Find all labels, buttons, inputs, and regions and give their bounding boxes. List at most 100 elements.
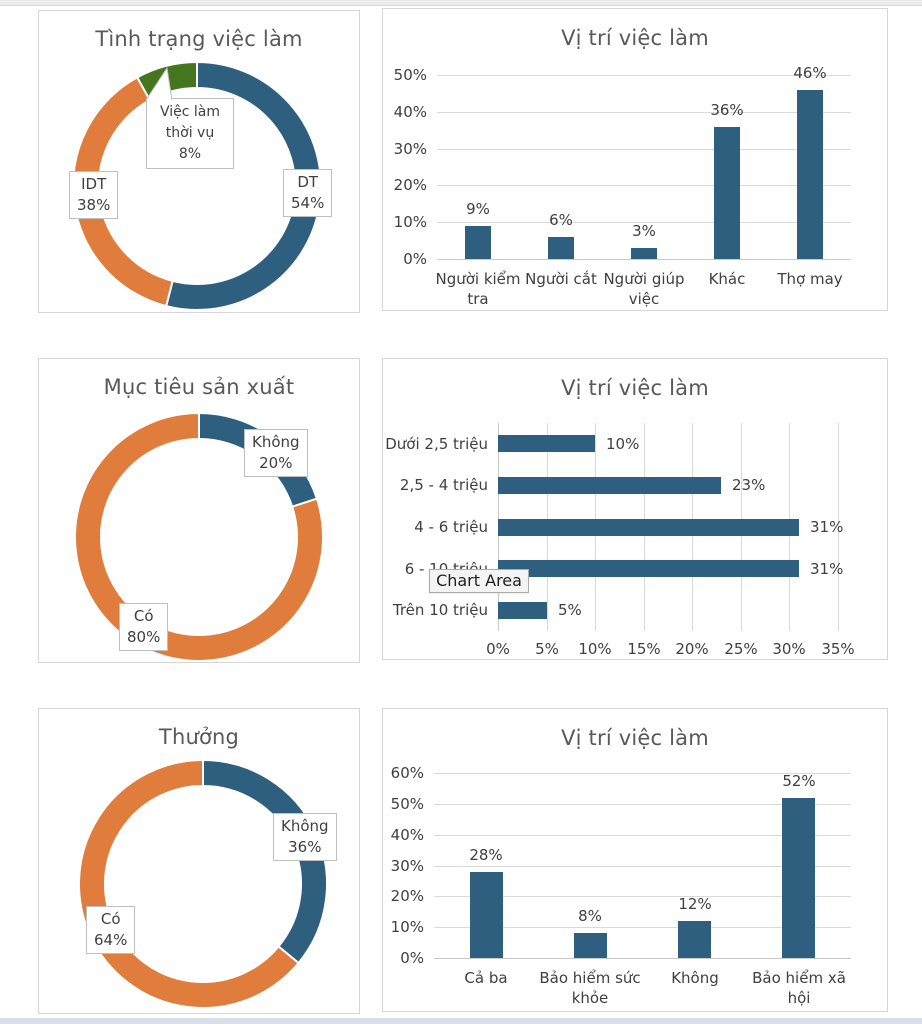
donut-chart-panel-employment-status[interactable]: Tình trạng việc làm Việc làm thời vụ 8% … (38, 10, 360, 313)
category-label: Bảo hiểm sức khỏe (539, 969, 641, 1007)
gridline (437, 222, 851, 223)
bar-2,5---4-triệu[interactable] (498, 477, 721, 494)
x-axis-tick-label: 0% (486, 640, 510, 658)
slice-label-line: 38% (77, 196, 111, 214)
page-bottom-strip (0, 1018, 922, 1024)
data-label: 31% (810, 560, 844, 578)
category-label: Người giúp việc (603, 270, 685, 308)
data-label: 31% (810, 518, 844, 536)
data-label: 28% (469, 846, 503, 864)
chart-title: Mục tiêu sản xuất (103, 375, 295, 399)
callout-line: 8% (178, 146, 202, 162)
y-axis-tick-label: 20% (393, 176, 427, 194)
slice-label-line: 54% (291, 194, 325, 212)
category-label: Khác (708, 270, 746, 288)
donut-chart-panel-production-target[interactable]: Mục tiêu sản xuất Không 20% Có 80% (38, 358, 360, 663)
slice-label-idt: IDT 38% (69, 171, 119, 219)
y-axis-tick-label: 50% (393, 66, 427, 84)
hbar-chart-panel-job-position-2[interactable]: Vị trí việc làm 0% 5% 10% 15% 20% 25% 30% 35% 10… (382, 358, 888, 660)
hbar-plot-area[interactable]: 0% 5% 10% 15% 20% 25% 30% 35% 10% Dưới 2,5 triệu 2… (383, 359, 887, 659)
bar-trên-10-triệu[interactable] (498, 602, 547, 619)
gridline (434, 866, 851, 867)
category-label: Người kiểm tra (435, 270, 521, 308)
bar-chart-panel-job-position-1[interactable]: Vị trí việc làm 0% 10% 20% 30% 40% 50% 9% Người… (382, 8, 888, 311)
data-label: 36% (710, 101, 744, 119)
donut-plot-area[interactable] (39, 359, 359, 662)
bar-dưới-2,5-triệu[interactable] (498, 435, 595, 452)
data-label: 6% (549, 211, 573, 229)
category-label: 4 - 6 triệu (414, 518, 488, 536)
data-label: 10% (606, 435, 640, 453)
x-axis-tick-label: 30% (772, 640, 806, 658)
data-label: 5% (558, 601, 582, 619)
bar-thợ-may[interactable] (797, 90, 823, 259)
callout-line: Việc làm (159, 104, 221, 120)
donut-slice-dt[interactable] (164, 60, 322, 311)
donut-slice-có[interactable] (74, 411, 324, 662)
bar-người-giúp-việc[interactable] (631, 248, 657, 259)
x-axis-tick-label: 35% (821, 640, 855, 658)
bar-bảo-hiểm-sức-khỏe[interactable] (574, 933, 607, 958)
slice-label-line: Có (133, 607, 154, 625)
slice-label-line: 64% (94, 931, 128, 949)
y-axis-tick-label: 20% (390, 887, 424, 905)
x-axis-tick-label: 5% (535, 640, 559, 658)
slice-callout-seasonal-work: Việc làm thời vụ 8% (146, 98, 234, 169)
donut-slice-không[interactable] (202, 758, 328, 965)
bar-plot-area[interactable]: 0% 10% 20% 30% 40% 50% 60% 28% Cả ba 8% Bảo hiểm s… (383, 709, 887, 1011)
gridline (838, 423, 839, 631)
gridline (434, 773, 851, 774)
bar-người-kiểm-tra[interactable] (465, 226, 491, 259)
data-label: 46% (793, 64, 827, 82)
slice-label-khong: Không 36% (273, 813, 337, 861)
bar-chart-panel-job-position-3[interactable]: Vị trí việc làm 0% 10% 20% 30% 40% 50% 60% 28% C… (382, 708, 888, 1012)
bar-không[interactable] (678, 921, 711, 958)
slice-label-line: Không (252, 433, 300, 451)
bar-người-cắt[interactable] (548, 237, 574, 259)
donut-plot-area[interactable] (39, 709, 359, 1013)
bar-6---10-triệu[interactable] (498, 560, 799, 577)
slice-label-line: DT (297, 173, 319, 191)
bar-4---6-triệu[interactable] (498, 519, 799, 536)
gridline (437, 185, 851, 186)
slice-label-line: 36% (288, 838, 322, 856)
y-axis-tick-label: 40% (390, 826, 424, 844)
donut-slice-có[interactable] (78, 758, 300, 1009)
x-axis-tick-label: 15% (627, 640, 661, 658)
x-axis-tick-label: 20% (675, 640, 709, 658)
category-label: Bảo hiểm xã hội (752, 969, 846, 1007)
slice-label-line: IDT (81, 175, 107, 193)
category-label: Cả ba (464, 969, 508, 987)
category-label: Thợ may (777, 270, 843, 288)
y-axis-tick-label: 60% (390, 764, 424, 782)
gridline (437, 112, 851, 113)
donut-chart-panel-bonus[interactable]: Thưởng Không 36% Có 64% (38, 708, 360, 1014)
y-axis-tick-label: 50% (390, 795, 424, 813)
chart-title: Thưởng (158, 725, 240, 749)
gridline (434, 927, 851, 928)
y-axis-tick-label: 10% (393, 213, 427, 231)
chart-title: Vị trí việc làm (561, 726, 709, 750)
category-label: 2,5 - 4 triệu (399, 476, 488, 494)
category-label: Dưới 2,5 triệu (385, 435, 488, 453)
slice-label-co: Có 80% (119, 603, 169, 651)
bar-plot-area[interactable]: 0% 10% 20% 30% 40% 50% 9% Người kiểm tra 6% Người… (383, 9, 887, 310)
x-axis-tick-label: 10% (578, 640, 612, 658)
bar-cả-ba[interactable] (470, 872, 503, 958)
slice-label-line: Không (281, 817, 329, 835)
gridline (434, 958, 851, 959)
slice-label-dt: DT 54% (283, 169, 333, 217)
x-axis-tick-label: 25% (724, 640, 758, 658)
y-axis-tick-label: 30% (390, 857, 424, 875)
bar-bảo-hiểm-xã-hội[interactable] (782, 798, 815, 958)
y-axis-tick-label: 0% (400, 949, 424, 967)
gridline (434, 835, 851, 836)
bar-khác[interactable] (714, 127, 740, 259)
data-label: 12% (678, 895, 712, 913)
callout-pointer (146, 67, 173, 101)
y-axis-tick-label: 0% (403, 250, 427, 268)
slice-label-co: Có 64% (86, 906, 136, 954)
data-label: 9% (466, 200, 490, 218)
gridline (437, 259, 851, 260)
